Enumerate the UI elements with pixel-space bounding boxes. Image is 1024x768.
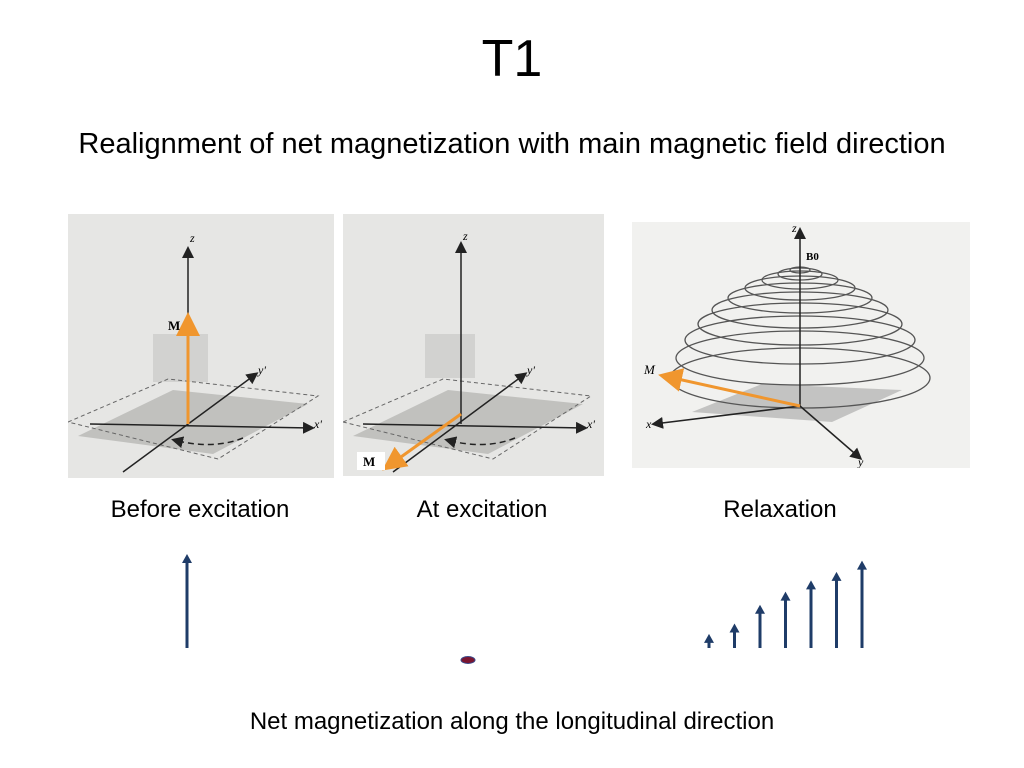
- relaxation-diagram: z B0 M x y: [643, 222, 931, 468]
- x-axis: [362, 421, 588, 434]
- z-label: z: [462, 229, 468, 243]
- x-label: x: [645, 417, 652, 431]
- bottom-note: Net magnetization along the longitudinal…: [249, 708, 775, 735]
- relaxation-arrow-1-head: [704, 633, 714, 643]
- x-axis: [89, 421, 315, 434]
- m-label: M: [643, 362, 656, 377]
- slide-subtitle: Realignment of net magnetization with ma…: [78, 128, 946, 160]
- x-label: x': [313, 417, 322, 431]
- longitudinal-arrows: [182, 554, 867, 664]
- x-axis: [651, 405, 801, 429]
- relaxation-arrow-4-head: [780, 591, 791, 601]
- caption-at-excitation: At excitation: [416, 496, 548, 523]
- caption-relaxation: Relaxation: [723, 496, 837, 523]
- transverse-plane: [78, 390, 308, 454]
- panel-at-excitation: z M y' x': [343, 214, 604, 476]
- z-label: z: [791, 222, 797, 235]
- y-label: y': [257, 363, 266, 377]
- m-vector: [382, 412, 462, 471]
- transverse-plane: [353, 390, 583, 454]
- caption-before-excitation: Before excitation: [110, 496, 290, 523]
- relaxation-arrow-2-head: [729, 623, 740, 633]
- panel-relaxation: z B0 M x y: [632, 222, 970, 468]
- at-excitation-zero-dot: [460, 656, 476, 664]
- precession-arrow: [171, 436, 244, 449]
- y-axis: [799, 405, 863, 460]
- x-label: x': [586, 417, 595, 431]
- y-label: y': [526, 363, 535, 377]
- before-excitation-diagram: z M y' x': [68, 231, 322, 473]
- precession-arrow: [444, 436, 516, 449]
- y-label: y: [857, 455, 864, 468]
- y-axis: [392, 372, 528, 473]
- m-label: M: [363, 454, 375, 469]
- before-excitation-arrow-head: [182, 554, 192, 563]
- relaxation-arrow-3-head: [755, 604, 765, 614]
- relaxation-arrow-6-head: [831, 571, 842, 581]
- m-vector: [658, 368, 801, 408]
- panel-before-excitation: z M y' x': [68, 214, 334, 478]
- relaxation-arrow-7-head: [857, 560, 867, 570]
- relaxation-arrow-5-head: [806, 580, 816, 590]
- m-label: M: [168, 318, 180, 333]
- b0-label: B0: [806, 251, 819, 263]
- at-excitation-diagram: z M y' x': [343, 229, 595, 473]
- slide-title: T1: [481, 30, 543, 88]
- z-label: z: [189, 231, 195, 245]
